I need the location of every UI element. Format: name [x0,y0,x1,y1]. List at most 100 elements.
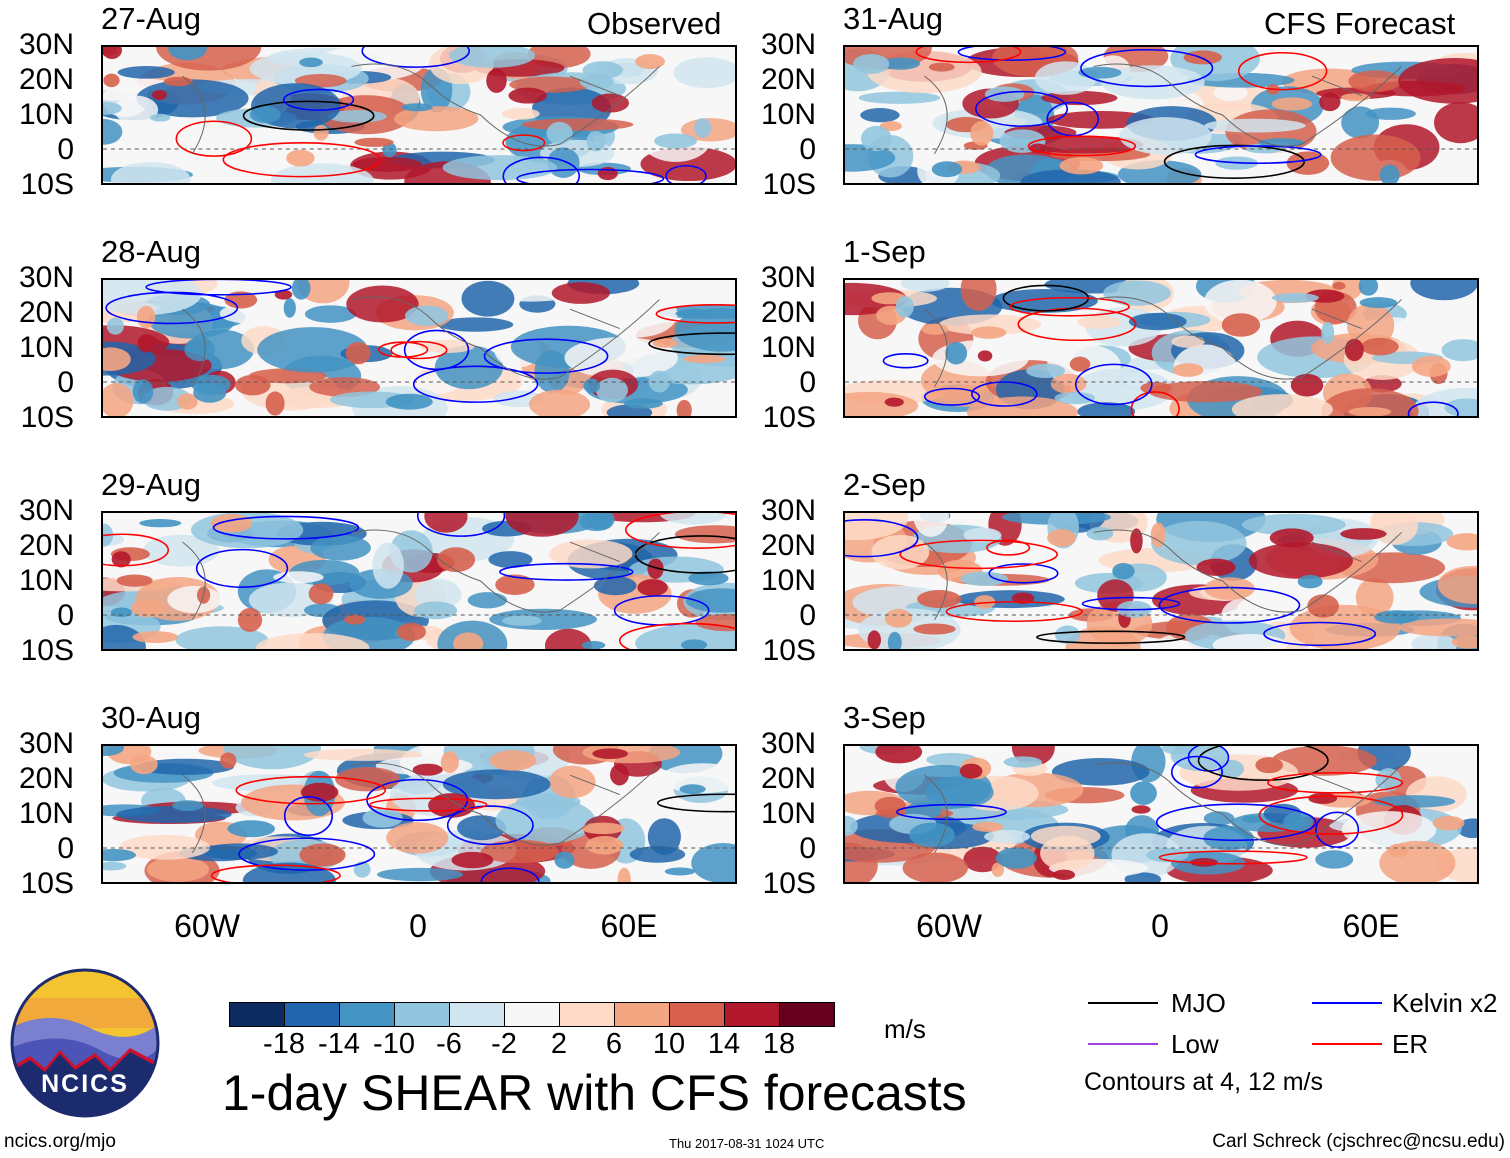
colorbar-swatch [725,1003,780,1026]
latitude-label: 30N [18,494,74,527]
longitude-label: 0 [409,908,427,944]
latitude-label: 10S [762,867,816,900]
latitude-label: 30N [760,494,816,527]
ncics-logo: NCICS [10,968,160,1118]
latitude-label: 0 [799,366,816,399]
footer-credit: Carl Schreck (cjschrec@ncsu.edu) [1212,1131,1505,1152]
latitude-label: 10N [18,564,74,597]
shear-map-panel [843,278,1479,418]
latitude-label: 20N [760,529,816,562]
latitude-label: 0 [799,133,816,166]
colorbar-swatch [505,1003,560,1026]
latitude-label: 0 [57,599,74,632]
panel-date-label: 30-Aug [101,700,201,735]
colorbar-swatch [670,1003,725,1026]
forecast-header: CFS Forecast [1264,6,1456,41]
latitude-label: 0 [57,133,74,166]
latitude-label: 10N [760,331,816,364]
latitude-label: 20N [18,762,74,795]
colorbar-tick-label: 14 [707,1028,741,1060]
latitude-label: 30N [18,28,74,61]
latitude-label: 20N [760,63,816,96]
longitude-label: 60E [1342,908,1400,944]
colorbar-swatch [395,1003,450,1026]
latitude-label: 20N [18,529,74,562]
latitude-label: 20N [760,296,816,329]
latitude-label: 10S [762,168,816,201]
latitude-label: 10N [760,564,816,597]
panel-date-label: 28-Aug [101,234,201,269]
legend-er: ER [1392,1029,1429,1059]
footer-timestamp: Thu 2017-08-31 1024 UTC [669,1136,825,1151]
latitude-label: 10N [18,331,74,364]
panel-date-label: 29-Aug [101,467,201,502]
legend-kelvin: Kelvin x2 [1392,988,1498,1018]
latitude-label: 10S [762,401,816,434]
colorbar-swatch [450,1003,505,1026]
colorbar-tick-label: -18 [263,1028,305,1060]
colorbar-swatch [780,1003,834,1026]
legend-mjo: MJO [1171,988,1226,1018]
panel-date-label: 3-Sep [843,700,926,735]
panel-date-label: 31-Aug [843,1,943,36]
panel-date-label: 27-Aug [101,1,201,36]
shear-map-panel [843,45,1479,185]
colorbar-swatch [230,1003,285,1026]
panel-date-label: 2-Sep [843,467,926,502]
colorbar-tick-label: 2 [550,1028,568,1060]
latitude-label: 0 [57,366,74,399]
legend-low: Low [1171,1029,1219,1059]
colorbar-tick-label: -10 [373,1028,415,1060]
latitude-label: 10N [18,797,74,830]
panel-date-label: 1-Sep [843,234,926,269]
latitude-label: 10S [762,634,816,667]
latitude-label: 20N [18,296,74,329]
shear-map-panel [101,744,737,884]
legend-low-line [1088,1043,1158,1045]
colorbar-units: m/s [884,1014,926,1044]
legend-mjo-line [1088,1002,1158,1004]
shear-map-panel [101,278,737,418]
colorbar-tick-label: -2 [491,1028,517,1060]
shear-map-panel [843,511,1479,651]
latitude-label: 0 [799,832,816,865]
latitude-label: 30N [760,28,816,61]
figure-title: 1-day SHEAR with CFS forecasts [222,1065,967,1121]
colorbar-tick-label: -6 [436,1028,462,1060]
colorbar-tick-label: 6 [605,1028,623,1060]
latitude-label: 10S [20,634,74,667]
latitude-label: 10N [760,797,816,830]
logo-text: NCICS [41,1070,129,1098]
colorbar-tick-label: 10 [652,1028,686,1060]
longitude-label: 60E [600,908,658,944]
colorbar-tick-label: 18 [762,1028,796,1060]
latitude-label: 20N [760,762,816,795]
shear-map-panel [843,744,1479,884]
latitude-label: 10S [20,401,74,434]
legend-note: Contours at 4, 12 m/s [1084,1068,1324,1096]
latitude-label: 30N [18,261,74,294]
latitude-label: 0 [799,599,816,632]
latitude-label: 10S [20,168,74,201]
latitude-label: 0 [57,832,74,865]
longitude-label: 60W [174,908,240,944]
latitude-label: 10N [18,98,74,131]
shear-map-panel [101,511,737,651]
colorbar-swatch [340,1003,395,1026]
colorbar-swatch [285,1003,340,1026]
longitude-label: 60W [916,908,982,944]
legend-kelvin-line [1312,1002,1382,1004]
latitude-label: 30N [18,727,74,760]
colorbar-tick-label: -14 [318,1028,360,1060]
latitude-label: 30N [760,727,816,760]
latitude-label: 10S [20,867,74,900]
latitude-label: 30N [760,261,816,294]
legend-er-line [1312,1043,1382,1045]
footer-url[interactable]: ncics.org/mjo [4,1131,116,1152]
observed-header: Observed [587,6,722,41]
longitude-label: 0 [1151,908,1169,944]
shear-map-panel [101,45,737,185]
colorbar [229,1002,835,1027]
latitude-label: 10N [760,98,816,131]
